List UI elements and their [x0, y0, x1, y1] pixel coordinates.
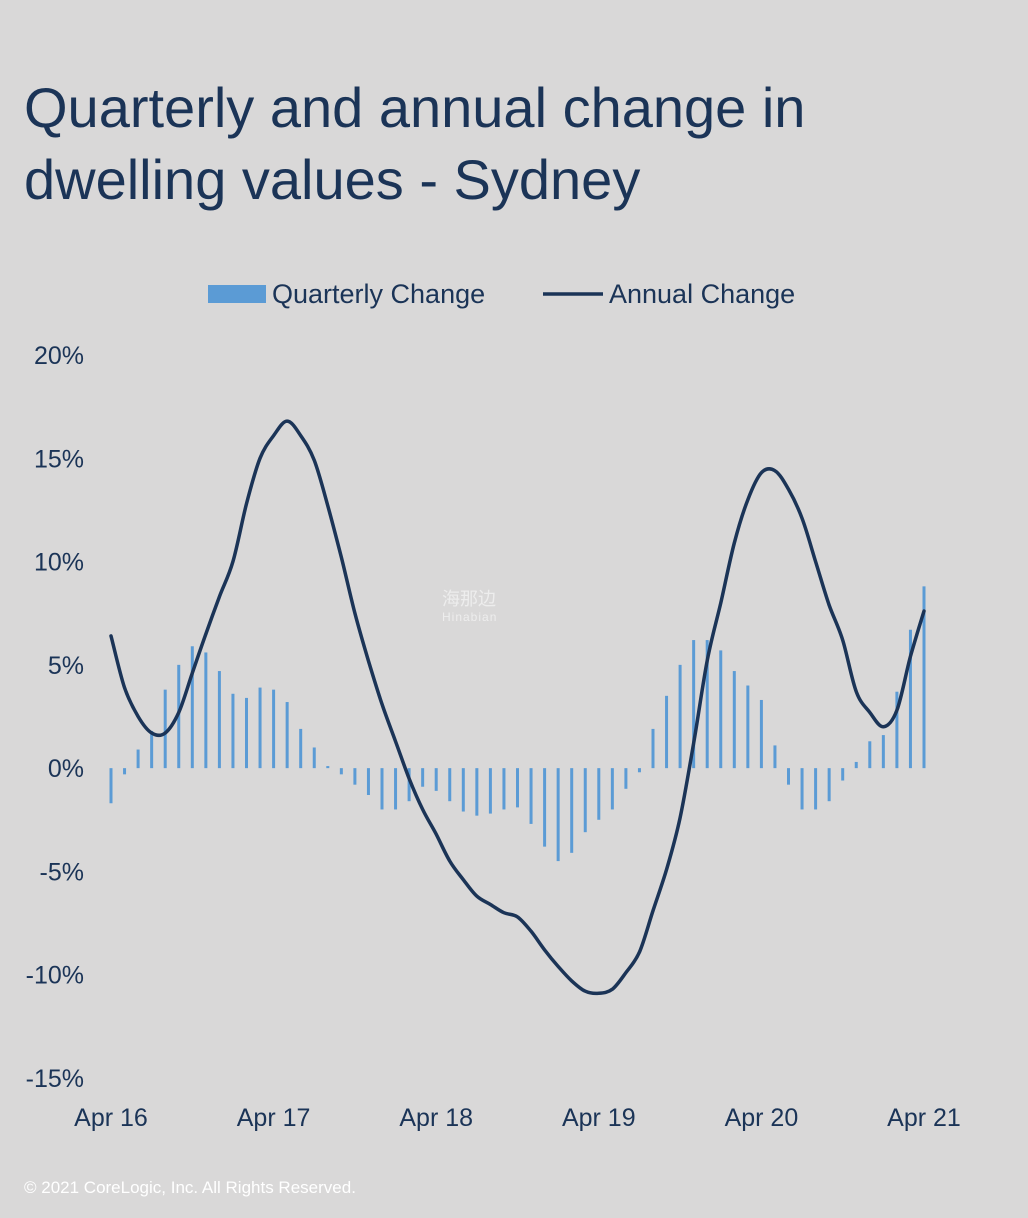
quarterly-change-bar — [136, 749, 140, 769]
quarterly-change-bar — [637, 768, 641, 773]
quarterly-change-bar — [678, 664, 682, 769]
x-tick-label: Apr 16 — [74, 1104, 148, 1132]
legend-swatch-quarterly — [208, 285, 266, 303]
quarterly-change-bar — [895, 691, 899, 769]
quarterly-change-bar — [258, 687, 262, 769]
x-tick-label: Apr 19 — [562, 1104, 636, 1132]
quarterly-change-bar — [597, 768, 601, 820]
quarterly-change-bar — [692, 640, 696, 769]
quarterly-change-bar — [353, 768, 357, 785]
quarterly-change-bar — [204, 652, 208, 769]
quarterly-change-bar — [814, 768, 818, 810]
quarterly-change-bar — [366, 768, 370, 795]
quarterly-change-bar — [380, 768, 384, 810]
quarterly-change-bar — [773, 745, 777, 769]
quarterly-change-bar — [746, 685, 750, 769]
legend-label-quarterly: Quarterly Change — [272, 279, 485, 309]
quarterly-change-bar — [245, 697, 248, 769]
quarterly-change-bar — [665, 695, 669, 769]
y-tick-label: -10% — [26, 962, 84, 990]
quarterly-change-bar — [109, 768, 113, 804]
quarterly-change-bar — [854, 761, 858, 769]
annual-change-line — [109, 419, 926, 996]
quarterly-change-bar — [800, 768, 804, 810]
y-tick-label: 10% — [34, 549, 84, 577]
quarterly-change-bar — [231, 693, 235, 769]
quarterly-change-bar — [434, 768, 438, 791]
y-tick-label: -15% — [26, 1065, 84, 1093]
x-axis: Apr 16 Apr 17 Apr 18 Apr 19 Apr 20 Apr 21 — [74, 1104, 961, 1132]
quarterly-change-bar — [881, 735, 885, 769]
y-tick-label: 0% — [48, 755, 84, 783]
quarterly-change-bar — [556, 768, 560, 862]
quarterly-change-bar — [583, 768, 587, 833]
quarterly-change-bar — [299, 728, 303, 769]
quarterly-change-bar — [759, 699, 763, 769]
watermark-en: Hinabian — [442, 610, 498, 624]
quarterly-change-bar — [448, 768, 452, 802]
quarterly-change-bar — [394, 768, 398, 810]
quarterly-change-bar — [719, 650, 723, 769]
chart-title-line-1: Quarterly and annual change in — [24, 76, 806, 139]
quarterly-change-bar — [475, 768, 479, 816]
quarterly-change-bar — [841, 768, 845, 781]
chart-title-line-2: dwelling values - Sydney — [24, 148, 641, 211]
quarterly-change-bar — [217, 671, 221, 769]
quarterly-change-bar — [705, 640, 709, 769]
quarterly-change-bar — [908, 629, 912, 769]
x-tick-label: Apr 20 — [725, 1104, 799, 1132]
copyright-footer: © 2021 CoreLogic, Inc. All Rights Reserv… — [24, 1178, 356, 1197]
quarterly-change-bar — [732, 671, 736, 769]
quarterly-change-bar — [326, 766, 330, 769]
quarterly-change-bar — [610, 768, 614, 810]
quarterly-change-bar — [272, 689, 276, 769]
quarterly-change-bar — [529, 768, 533, 824]
quarterly-change-bar — [123, 768, 127, 775]
quarterly-change-bar — [502, 768, 506, 810]
x-tick-label: Apr 17 — [237, 1104, 311, 1132]
watermark-cn: 海那边 — [442, 589, 496, 609]
quarterly-change-bar — [516, 768, 519, 808]
x-tick-label: Apr 18 — [399, 1104, 473, 1132]
quarterly-change-bar — [868, 741, 872, 769]
quarterly-change-bar — [543, 768, 547, 847]
y-tick-label: 15% — [34, 445, 84, 473]
quarterly-change-bar — [651, 728, 655, 769]
quarterly-change-bar — [421, 768, 425, 787]
quarterly-change-bar — [787, 768, 790, 785]
x-tick-label: Apr 21 — [887, 1104, 961, 1132]
quarterly-change-bar — [163, 689, 167, 769]
quarterly-change-bar — [285, 702, 289, 769]
y-tick-label: 5% — [48, 652, 84, 680]
y-axis: 20% 15% 10% 5% 0% -5% -10% -15% — [26, 342, 84, 1093]
quarterly-change-bar — [624, 768, 628, 789]
quarterly-change-bar — [461, 768, 465, 812]
quarterly-change-bars — [109, 586, 926, 862]
quarterly-change-bar — [407, 768, 411, 802]
quarterly-change-bar — [922, 586, 926, 769]
legend: Quarterly Change Annual Change — [208, 279, 795, 309]
quarterly-change-bar — [827, 768, 831, 802]
annual-change-series — [109, 419, 926, 996]
chart-title: Quarterly and annual change in dwelling … — [24, 72, 984, 216]
quarterly-change-bar — [488, 768, 492, 814]
quarterly-change-bar — [190, 646, 194, 769]
quarterly-change-bar — [150, 730, 154, 769]
watermark: 海那边 Hinabian — [442, 590, 497, 626]
quarterly-change-bar — [339, 768, 343, 775]
legend-label-annual: Annual Change — [609, 279, 795, 309]
quarterly-change-bar — [312, 747, 316, 769]
quarterly-change-bar — [570, 768, 574, 853]
y-tick-label: 20% — [34, 342, 84, 370]
y-tick-label: -5% — [40, 858, 84, 886]
